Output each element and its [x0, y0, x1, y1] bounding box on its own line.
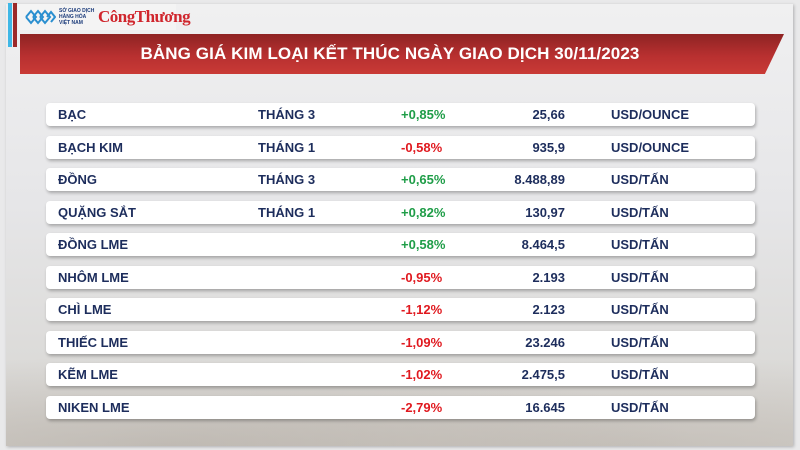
table-row: THIẾC LME -1,09% 23.246 USD/TẤN: [46, 330, 755, 354]
publication-logo: CôngThương: [98, 7, 191, 26]
accent-stripe-red: [13, 3, 17, 47]
table-row: QUẶNG SẮT THÁNG 1 +0,82% 130,97 USD/TẤN: [46, 200, 755, 224]
table-row: NHÔM LME -0,95% 2.193 USD/TẤN: [46, 265, 755, 289]
exchange-logo-icon: [25, 9, 56, 25]
metal-name: NHÔM LME: [58, 269, 129, 285]
metal-name: ĐỒNG LME: [58, 237, 129, 252]
contract-term: THÁNG 3: [258, 107, 316, 122]
unit: USD/OUNCE: [611, 107, 690, 122]
change-percent: -0,58%: [401, 139, 443, 155]
change-percent: -1,02%: [401, 367, 443, 382]
price: 2.123: [532, 302, 565, 317]
metal-name: THIẾC LME: [58, 334, 129, 350]
price: 130,97: [525, 204, 565, 220]
metal-name: BẠCH KIM: [58, 139, 123, 155]
logo-line-2: HÀNG HÓA: [59, 14, 87, 20]
unit: USD/TẤN: [611, 269, 669, 285]
metal-name: BẠC: [58, 107, 87, 122]
background-decoration: [6, 340, 793, 446]
metal-name: QUẶNG SẮT: [58, 204, 136, 220]
price: 25,66: [532, 107, 565, 122]
table-row: KẼM LME -1,02% 2.475,5 USD/TẤN: [46, 363, 755, 386]
change-percent: +0,58%: [401, 237, 446, 252]
accent-stripe-blue: [8, 3, 12, 47]
price: 16.645: [525, 399, 565, 415]
unit: USD/TẤN: [611, 302, 669, 317]
table-row: ĐỒNG THÁNG 3 +0,65% 8.488,89 USD/TẤN: [46, 168, 755, 191]
unit: USD/TẤN: [611, 204, 669, 220]
price: 8.464,5: [521, 237, 565, 252]
table-row: BẠC THÁNG 3 +0,85% 25,66 USD/OUNCE: [46, 103, 755, 126]
table-row: CHÌ LME -1,12% 2.123 USD/TẤN: [46, 298, 755, 321]
page-title: BẢNG GIÁ KIM LOẠI KẾT THÚC NGÀY GIAO DỊC…: [140, 44, 640, 63]
exchange-logo-text: SỞ GIAO DỊCH HÀNG HÓA VIỆT NAM: [59, 8, 99, 26]
change-percent: -0,95%: [401, 269, 443, 285]
change-percent: +0,85%: [401, 107, 446, 122]
contract-term: THÁNG 1: [258, 204, 316, 220]
table-row: ĐỒNG LME +0,58% 8.464,5 USD/TẤN: [46, 233, 755, 256]
logo-line-1: SỞ GIAO DỊCH: [59, 8, 95, 14]
change-percent: +0,82%: [401, 204, 446, 220]
unit: USD/TẤN: [611, 237, 669, 252]
price: 2.475,5: [521, 367, 565, 382]
contract-term: THÁNG 3: [258, 172, 316, 187]
unit: USD/OUNCE: [611, 139, 690, 155]
unit: USD/TẤN: [611, 399, 669, 415]
logo-line-3: VIỆT NAM: [59, 20, 83, 26]
price: 935,9: [532, 139, 565, 155]
unit: USD/TẤN: [611, 334, 669, 350]
metal-name: KẼM LME: [58, 367, 118, 382]
logo-area: SỞ GIAO DỊCH HÀNG HÓA VIỆT NAM CôngThươn…: [18, 4, 191, 30]
table-row: BẠCH KIM THÁNG 1 -0,58% 935,9 USD/OUNCE: [46, 135, 755, 159]
price: 8.488,89: [514, 172, 565, 187]
metal-name: CHÌ LME: [58, 302, 112, 317]
metal-name: ĐỒNG: [58, 172, 97, 187]
unit: USD/TẤN: [611, 172, 669, 187]
change-percent: +0,65%: [401, 172, 446, 187]
price: 23.246: [525, 334, 565, 350]
metal-price-table: BẠC THÁNG 3 +0,85% 25,66 USD/OUNCE BẠCH …: [46, 103, 755, 428]
metal-name: NIKEN LME: [58, 399, 130, 415]
change-percent: -1,09%: [401, 334, 443, 350]
table-row: NIKEN LME -2,79% 16.645 USD/TẤN: [46, 395, 755, 419]
title-banner: [20, 34, 784, 74]
change-percent: -1,12%: [401, 302, 443, 317]
contract-term: THÁNG 1: [258, 139, 316, 155]
unit: USD/TẤN: [611, 367, 669, 382]
price: 2.193: [532, 269, 565, 285]
change-percent: -2,79%: [401, 399, 443, 415]
